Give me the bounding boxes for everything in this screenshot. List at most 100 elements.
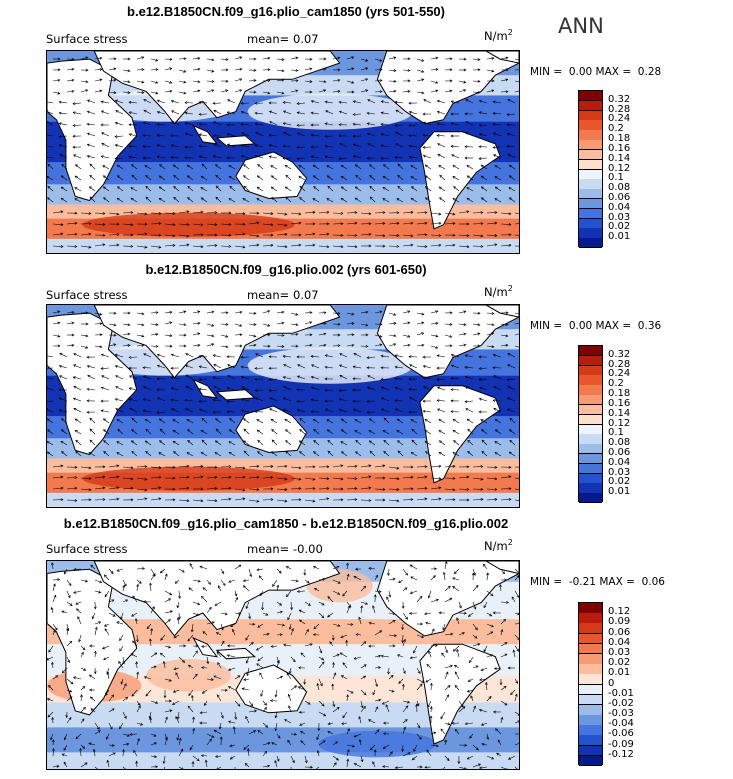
wind-arrow-head [228, 198, 232, 201]
wind-arrow-head [465, 132, 469, 135]
wind-arrow-head [172, 690, 176, 693]
wind-arrow-head [368, 719, 372, 722]
wind-arrow [304, 312, 313, 314]
wind-arrow-head [298, 609, 302, 613]
wind-arrow-head [480, 186, 484, 190]
wind-arrow [248, 80, 257, 82]
wind-arrow [163, 766, 166, 769]
wind-arrow-head [453, 664, 458, 668]
wind-arrow-head [405, 616, 408, 620]
wind-arrow [481, 429, 488, 435]
wind-arrow-head [424, 765, 428, 769]
wind-arrow [243, 579, 250, 582]
wind-arrow [493, 132, 502, 137]
wind-arrow-head [438, 165, 442, 168]
colorbar-tick-label: 0.2 [608, 123, 624, 135]
wind-arrow-head [197, 343, 201, 347]
wind-arrow [255, 123, 264, 126]
wind-arrow-head [136, 671, 140, 675]
wind-arrow-head [57, 57, 61, 61]
wind-arrow-head [449, 597, 453, 601]
wind-arrow-head [241, 132, 245, 135]
wind-arrow-head [309, 80, 313, 83]
wind-arrow [416, 667, 421, 674]
wind-arrow-head [494, 165, 498, 168]
wind-arrow [297, 375, 306, 380]
wind-arrow-head [170, 144, 174, 148]
wind-arrow-head [186, 486, 190, 490]
wind-arrow-head [242, 222, 246, 226]
wind-arrow-head [242, 440, 246, 444]
wind-arrow-head [369, 747, 373, 751]
wind-arrow [486, 244, 497, 247]
wind-arrow-head [408, 144, 412, 148]
wind-arrow [444, 212, 455, 215]
wind-arrow [472, 585, 479, 592]
wind-arrow-head [363, 641, 367, 645]
wind-arrow-head [116, 233, 120, 237]
wind-arrow-head [464, 145, 468, 149]
wind-arrow [230, 623, 236, 627]
wind-arrow [411, 428, 418, 435]
wind-arrow [326, 165, 334, 170]
wind-arrow-head [229, 756, 233, 760]
wind-arrow-head [184, 122, 188, 125]
wind-arrow-head [435, 321, 439, 325]
wind-arrow [288, 705, 292, 713]
wind-arrow [493, 408, 502, 413]
wind-arrow-head [242, 245, 246, 249]
wind-arrow [215, 418, 222, 424]
wind-arrow-head [287, 739, 291, 743]
wind-arrow-head [102, 498, 106, 502]
wind-arrow-head [245, 605, 249, 610]
wind-arrow [116, 441, 124, 446]
wind-arrow-head [130, 466, 134, 470]
wind-arrow-head [212, 398, 216, 402]
wind-arrow [416, 498, 427, 501]
wind-arrow-head [493, 375, 497, 378]
wind-arrow-head [116, 164, 120, 168]
wind-arrow [206, 733, 215, 738]
wind-arrow [248, 344, 256, 347]
wind-arrow [382, 700, 390, 705]
wind-arrow-head [89, 688, 93, 692]
wind-arrow [200, 187, 208, 192]
wind-arrow [157, 100, 166, 104]
wind-arrow [262, 765, 270, 768]
wind-arrow [355, 634, 362, 636]
wind-arrow [192, 650, 198, 658]
wind-arrow-head [394, 156, 398, 159]
wind-arrow [144, 165, 152, 170]
colorbar-tick-label: 0.12 [608, 606, 631, 618]
wind-arrow [500, 629, 503, 636]
wind-arrow-head [321, 657, 325, 661]
wind-arrow [201, 439, 208, 446]
wind-arrow [94, 621, 101, 625]
wind-arrow-head [86, 155, 90, 158]
wind-arrow [131, 451, 138, 457]
wind-arrow-head [212, 376, 216, 380]
wind-arrow-head [438, 221, 442, 225]
wind-arrow-head [200, 595, 204, 599]
wind-arrow [276, 91, 284, 94]
wind-arrow-head [264, 750, 267, 754]
wind-arrow-head [215, 418, 219, 422]
wind-arrow-head [407, 752, 411, 755]
wind-arrow-head [351, 56, 355, 60]
wind-arrow [220, 568, 225, 574]
wind-arrow-head [114, 365, 118, 368]
wind-arrow [257, 429, 264, 435]
wind-arrow-head [148, 638, 152, 642]
wind-arrow-head [408, 123, 412, 127]
colorbar-swatch [579, 755, 602, 767]
colorbar-tick-label: 0.28 [608, 358, 631, 370]
wind-arrow-head [116, 464, 120, 468]
wind-arrow-head [439, 197, 443, 201]
wind-arrow-head [336, 707, 340, 710]
wind-arrow-head [200, 429, 204, 433]
wind-arrow-head [475, 665, 479, 669]
wind-arrow-head [338, 398, 342, 401]
wind-arrow-head [365, 67, 369, 71]
wind-arrow-head [409, 591, 413, 595]
wind-arrow-head [214, 223, 218, 227]
